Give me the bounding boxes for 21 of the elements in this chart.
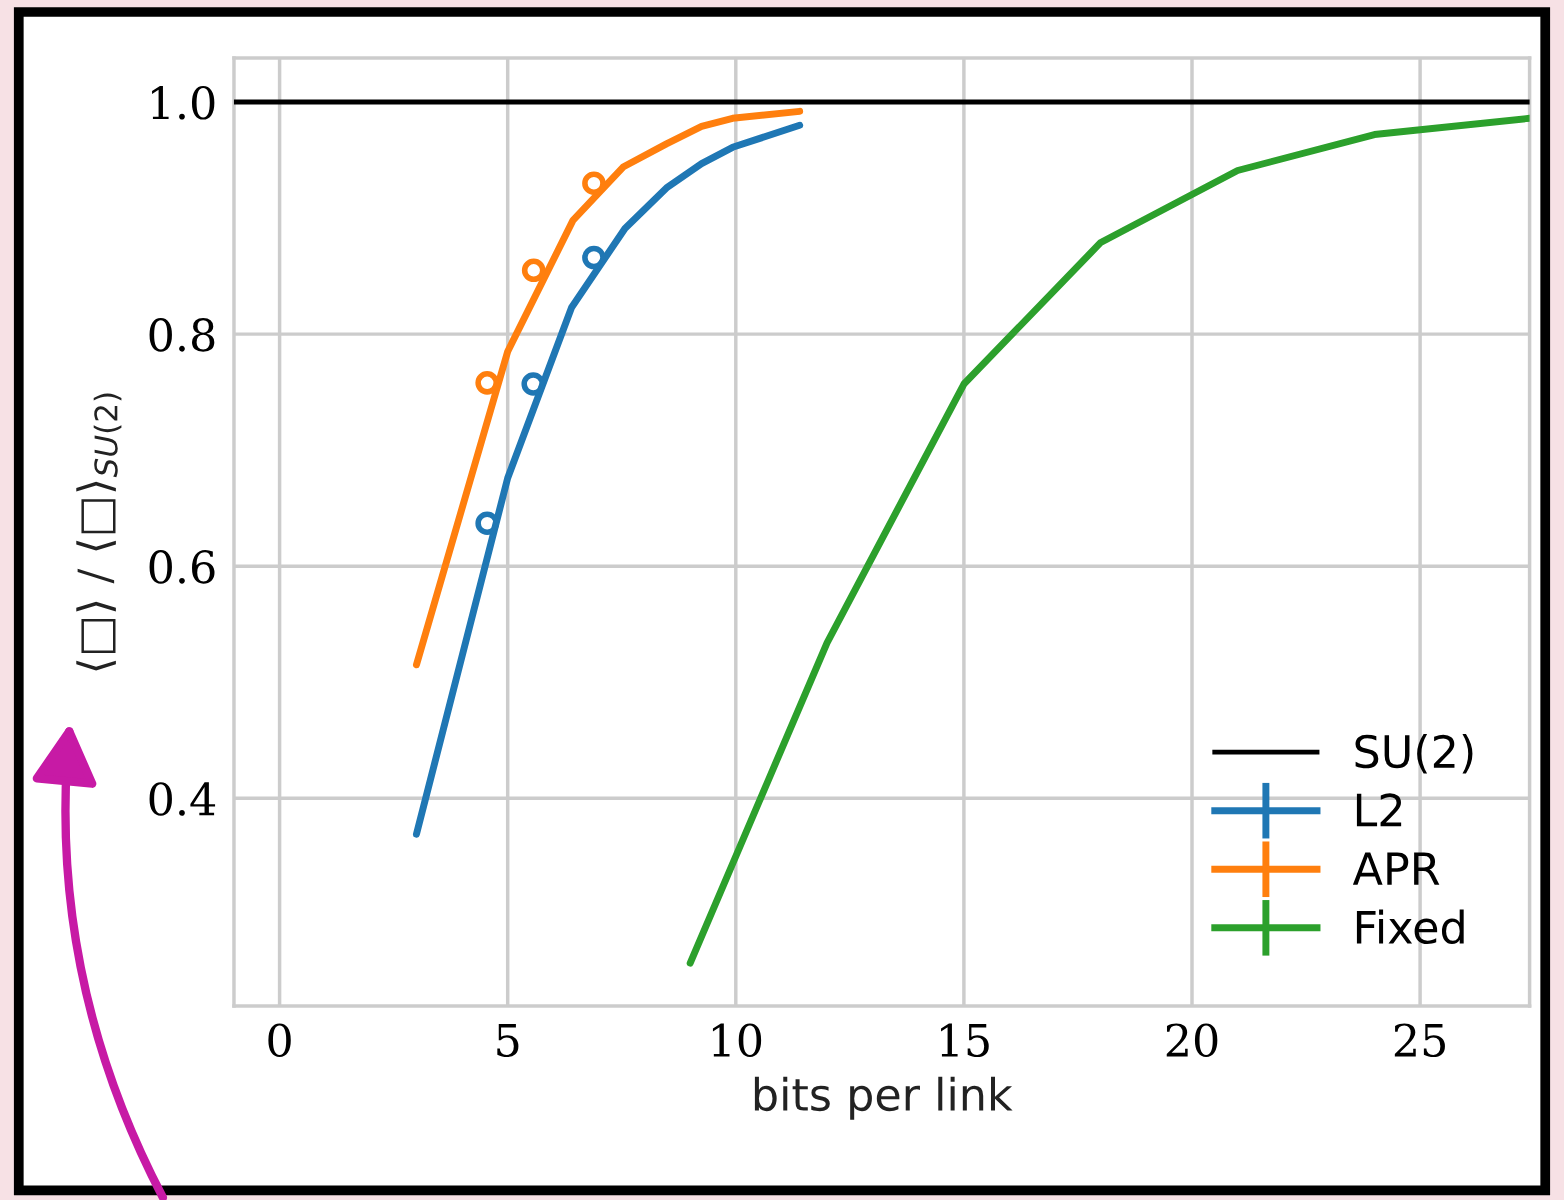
legend-label: APR xyxy=(1352,852,1440,885)
x-tick-label: 10 xyxy=(712,1023,762,1058)
x-axis-title: bits per link xyxy=(754,1076,1013,1120)
y-tick-label: 1.0 xyxy=(152,85,215,120)
point xyxy=(475,511,499,536)
x-tick-label: 20 xyxy=(1166,1023,1218,1058)
point xyxy=(582,245,606,270)
legend-label: SU(2) xyxy=(1355,733,1473,774)
y-tick-label: 0.8 xyxy=(149,318,215,352)
legend-label: L2 xyxy=(1356,793,1402,827)
x-tick-label: 15 xyxy=(941,1023,989,1058)
x-tick-label: 5 xyxy=(497,1023,519,1058)
point xyxy=(582,171,606,196)
y-axis-title: ⟨□⟩ / ⟨□⟩$_{SU(2)}$ xyxy=(76,393,122,671)
x-tick-label: 0 xyxy=(268,1023,291,1058)
y-tick-label: 0.6 xyxy=(149,550,215,584)
legend-label: Fixed xyxy=(1356,909,1464,945)
point xyxy=(521,258,546,283)
x-tick-label: 25 xyxy=(1394,1023,1445,1058)
y-tick-label: 0.4 xyxy=(149,782,216,816)
point xyxy=(475,371,499,395)
